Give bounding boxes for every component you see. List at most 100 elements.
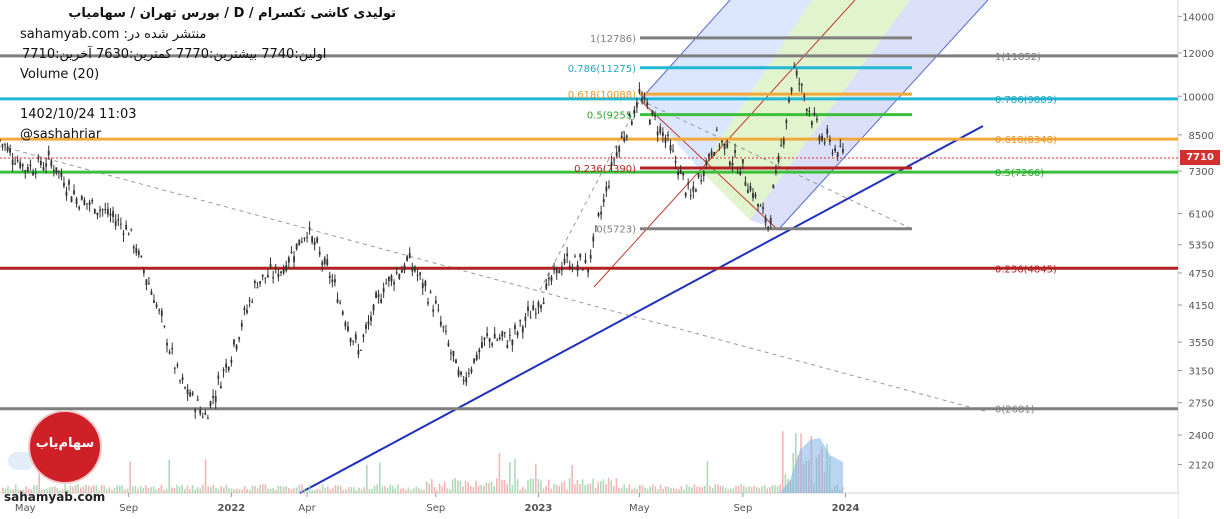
- volume-bar: [217, 489, 220, 493]
- volume-bar: [20, 489, 22, 493]
- volume-bar: [475, 480, 477, 493]
- candle-body: [542, 302, 545, 305]
- candle-body: [323, 257, 326, 264]
- volume-bar: [129, 461, 131, 493]
- volume-bar: [431, 479, 433, 493]
- volume-bar: [485, 482, 488, 493]
- candle-body: [29, 164, 32, 166]
- volume-bar: [204, 459, 207, 493]
- volume-bar: [607, 478, 610, 493]
- candle-body: [328, 275, 331, 279]
- volume-bar: [776, 486, 779, 493]
- candle-body: [311, 236, 314, 243]
- volume-bar: [592, 478, 594, 493]
- candle-body: [16, 160, 19, 162]
- candle-body: [661, 132, 664, 136]
- candle-body: [243, 308, 246, 311]
- candle-body: [60, 172, 63, 177]
- volume-bar: [254, 485, 256, 493]
- fib-small-label: 1(12786): [590, 34, 636, 45]
- candle-body: [628, 113, 631, 116]
- candle-body: [780, 144, 783, 146]
- y-tick-label: 2750: [1189, 399, 1214, 410]
- candle-body: [160, 310, 163, 316]
- volume-bar: [225, 484, 228, 493]
- volume-bar: [4, 488, 7, 493]
- candle-body: [274, 266, 277, 268]
- volume-bar: [654, 486, 657, 493]
- volume-bar: [589, 483, 592, 493]
- candle-body: [352, 340, 355, 342]
- fork-upper-line: [639, 0, 731, 101]
- volume-bar: [545, 485, 547, 493]
- y-tick-label: 4150: [1189, 301, 1214, 312]
- fib-large-label: 0.236(4845): [995, 264, 1057, 275]
- candle-body: [764, 217, 767, 223]
- volume-bar: [77, 484, 79, 493]
- volume-bar: [483, 485, 485, 493]
- candle-body: [568, 265, 571, 269]
- volume-bar: [680, 486, 683, 493]
- candle-body: [501, 331, 504, 337]
- dashed-retrace-line: [639, 99, 913, 230]
- candle-body: [465, 377, 468, 383]
- volume-bar: [389, 484, 391, 493]
- candle-body: [821, 135, 823, 141]
- candle-body: [26, 166, 29, 172]
- candle-body: [610, 162, 613, 166]
- candle-body: [503, 332, 506, 334]
- volume-bar: [223, 487, 225, 493]
- candle-body: [380, 299, 383, 303]
- volume-bar: [230, 488, 233, 493]
- volume-bar: [771, 484, 774, 493]
- volume-bar: [558, 485, 560, 493]
- candle-body: [759, 205, 762, 207]
- candle-body: [280, 271, 282, 274]
- candle-body: [836, 152, 839, 157]
- candle-body: [347, 326, 349, 332]
- candle-body: [73, 190, 75, 195]
- volume-bar: [472, 487, 475, 493]
- volume-bar: [137, 488, 139, 493]
- candle-body: [349, 338, 352, 343]
- fork-zone-upper: [640, 0, 812, 170]
- candle-body: [264, 277, 267, 279]
- volume-bar: [597, 482, 599, 493]
- volume-bar: [246, 489, 248, 493]
- candle-body: [455, 359, 457, 364]
- volume-bar: [228, 488, 230, 493]
- volume-bars: [2, 431, 844, 493]
- candle-body: [563, 258, 566, 264]
- volume-bar: [282, 486, 285, 493]
- candle-body: [251, 301, 254, 303]
- candle-body: [697, 173, 700, 177]
- candle-body: [142, 270, 145, 274]
- candle-body: [726, 143, 729, 148]
- candle-body: [411, 266, 414, 272]
- candle-body: [290, 251, 293, 254]
- volume-bar: [459, 480, 462, 493]
- volume-bar: [579, 483, 581, 493]
- volume-bar: [337, 485, 339, 493]
- candle-body: [80, 195, 83, 201]
- candle-body: [135, 248, 138, 254]
- volume-bar: [113, 487, 116, 493]
- fork-median-line: [593, 0, 856, 288]
- volume-bar: [628, 484, 631, 493]
- volume-bar: [696, 486, 698, 493]
- volume-bar: [605, 484, 607, 493]
- volume-bar: [308, 484, 311, 493]
- candle-body: [282, 268, 285, 274]
- volume-bar: [678, 489, 680, 493]
- candle-body: [293, 256, 295, 263]
- candle-body: [6, 146, 9, 152]
- volume-bar: [366, 464, 368, 493]
- y-tick-label: 10000: [1182, 92, 1214, 103]
- candle-body: [233, 339, 235, 345]
- volume-bar: [173, 488, 176, 493]
- volume-bar: [15, 484, 17, 493]
- candle-body: [357, 350, 360, 355]
- candle-body: [651, 110, 654, 116]
- volume-bar: [618, 487, 620, 493]
